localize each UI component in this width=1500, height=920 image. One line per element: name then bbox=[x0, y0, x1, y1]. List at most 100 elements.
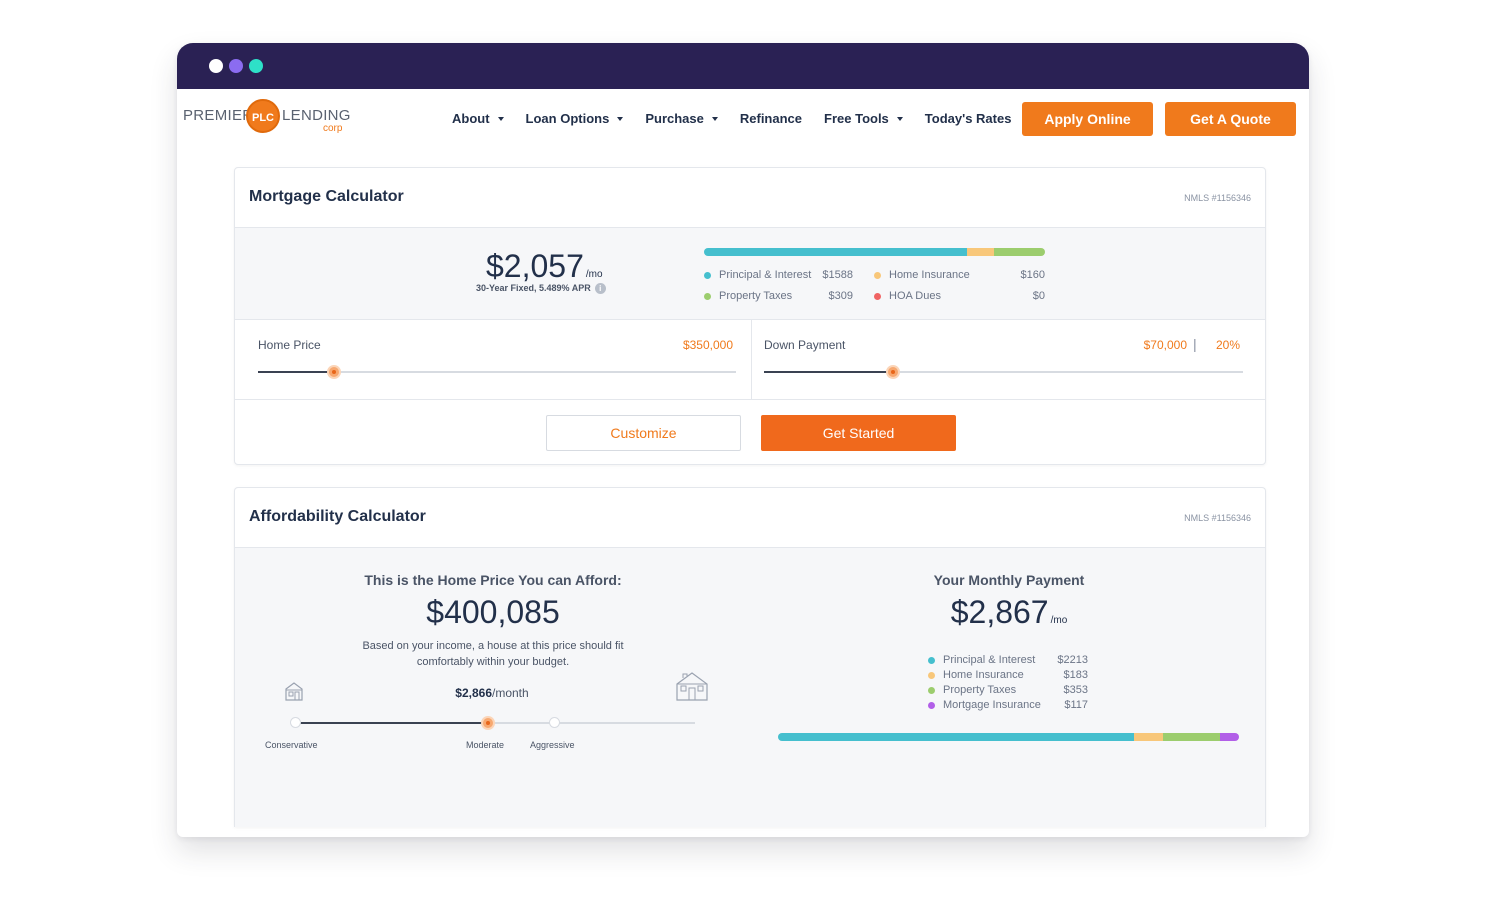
bar-segment-insurance bbox=[1133, 733, 1164, 741]
slider-fill bbox=[295, 722, 487, 724]
chevron-down-icon bbox=[896, 116, 903, 121]
legend-property-taxes: Property Taxes bbox=[928, 684, 1016, 696]
menu-item-about[interactable]: About bbox=[452, 111, 504, 126]
monthly-budget: $2,866/month bbox=[455, 686, 529, 700]
down-payment-slider-handle[interactable] bbox=[886, 365, 901, 379]
payment-breakdown-bar bbox=[704, 248, 1045, 256]
home-price-slider-handle[interactable] bbox=[327, 365, 342, 379]
legend-value: $1588 bbox=[822, 269, 853, 281]
card-title: Affordability Calculator bbox=[249, 508, 426, 525]
legend-dot bbox=[928, 686, 935, 694]
bar-segment-mortgage-insurance bbox=[1220, 733, 1239, 741]
apply-online-button[interactable]: Apply Online bbox=[1022, 102, 1153, 136]
legend-home-insurance: Home Insurance bbox=[874, 269, 970, 281]
home-price-value: $350,000 bbox=[682, 338, 733, 352]
payment-heading: Your Monthly Payment bbox=[933, 572, 1085, 588]
window-maximize-dot[interactable] bbox=[249, 59, 263, 73]
slider-fill bbox=[764, 371, 894, 373]
home-price-slider[interactable] bbox=[258, 365, 736, 379]
legend-dot bbox=[874, 271, 881, 279]
get-started-button[interactable]: Get Started bbox=[761, 415, 956, 451]
site-header: PREMIER PLC LENDING corp About Loan Opti… bbox=[177, 89, 1309, 149]
legend-dot bbox=[874, 292, 881, 300]
affordability-body: This is the Home Price You can Afford: $… bbox=[235, 548, 1265, 827]
menu-item-refinance[interactable]: Refinance bbox=[739, 111, 803, 126]
chevron-down-icon bbox=[711, 116, 718, 121]
legend-home-insurance: Home Insurance bbox=[928, 669, 1024, 681]
down-payment-value: $70,000 bbox=[1143, 338, 1187, 352]
chevron-down-icon bbox=[497, 116, 504, 121]
afford-amount: $400,085 bbox=[426, 594, 560, 630]
menu-item-purchase[interactable]: Purchase bbox=[645, 111, 718, 126]
card-title: Mortgage Calculator bbox=[249, 188, 404, 205]
browser-window: PREMIER PLC LENDING corp About Loan Opti… bbox=[177, 43, 1309, 837]
nmls-number: NMLS #1156346 bbox=[1184, 513, 1251, 523]
monthly-payment: $2,057/mo bbox=[486, 248, 603, 284]
payment-amount: $2,867/mo bbox=[950, 594, 1068, 630]
window-close-dot[interactable] bbox=[209, 59, 223, 73]
bar-segment-taxes bbox=[993, 248, 1045, 256]
legend-value: $183 bbox=[1063, 669, 1088, 681]
menu-item-loan-options[interactable]: Loan Options bbox=[526, 111, 624, 126]
chevron-down-icon bbox=[617, 116, 624, 121]
legend-principal: Principal & Interest bbox=[928, 654, 1035, 666]
window-minimize-dot[interactable] bbox=[229, 59, 243, 73]
afford-heading: This is the Home Price You can Afford: bbox=[364, 572, 622, 588]
bar-segment-insurance bbox=[966, 248, 994, 256]
stop-label-aggressive: Aggressive bbox=[530, 740, 575, 750]
legend-dot bbox=[928, 656, 935, 664]
premier-lending-logo[interactable]: PREMIER PLC LENDING corp bbox=[183, 99, 353, 134]
bar-segment-taxes bbox=[1163, 733, 1221, 741]
bar-segment-principal bbox=[778, 733, 1134, 741]
window-titlebar bbox=[177, 43, 1309, 89]
affordability-calculator-card: Affordability Calculator NMLS #1156346 T… bbox=[234, 487, 1266, 827]
legend-mortgage-insurance: Mortgage Insurance bbox=[928, 699, 1041, 711]
legend-dot bbox=[704, 271, 711, 279]
slider-row: Home Price $350,000 Down Payment $70,000… bbox=[235, 320, 1265, 400]
legend-hoa-dues: HOA Dues bbox=[874, 290, 941, 302]
stop-conservative[interactable] bbox=[290, 717, 301, 728]
legend-dot bbox=[928, 671, 935, 679]
value-separator: | bbox=[1193, 336, 1197, 352]
slider-fill bbox=[258, 371, 335, 373]
mortgage-calculator-card: Mortgage Calculator NMLS #1156346 $2,057… bbox=[234, 167, 1266, 465]
legend-value: $2213 bbox=[1057, 654, 1088, 666]
legend-property-taxes: Property Taxes bbox=[704, 290, 792, 302]
home-price-label: Home Price bbox=[258, 338, 321, 352]
stop-label-moderate: Moderate bbox=[466, 740, 505, 750]
legend-value: $117 bbox=[1064, 699, 1088, 711]
legend-dot bbox=[704, 292, 711, 300]
stop-moderate[interactable] bbox=[481, 716, 495, 730]
affordability-slider[interactable] bbox=[290, 716, 695, 730]
logo-text-lending: LENDING bbox=[282, 107, 351, 124]
divider bbox=[235, 227, 1265, 228]
payment-summary: $2,057/mo 30-Year Fixed, 5.489% APR i Pri… bbox=[235, 228, 1265, 320]
divider bbox=[235, 547, 1265, 548]
large-house-icon bbox=[676, 672, 708, 701]
customize-button[interactable]: Customize bbox=[546, 415, 741, 451]
loan-term: 30-Year Fixed, 5.489% APR i bbox=[476, 283, 606, 295]
bar-segment-principal bbox=[704, 248, 967, 256]
legend-value: $353 bbox=[1063, 684, 1088, 696]
nmls-number: NMLS #1156346 bbox=[1184, 193, 1251, 203]
legend-value: $0 bbox=[1032, 290, 1045, 302]
down-payment-percent: 20% bbox=[1215, 338, 1240, 352]
small-house-icon bbox=[285, 682, 303, 701]
menu-item-free-tools[interactable]: Free Tools bbox=[824, 111, 903, 126]
logo-badge: PLC bbox=[246, 99, 280, 133]
menu-item-todays-rates[interactable]: Today's Rates bbox=[924, 111, 1012, 126]
legend-dot bbox=[928, 701, 935, 709]
down-payment-slider[interactable] bbox=[764, 365, 1243, 379]
info-icon[interactable]: i bbox=[594, 283, 606, 295]
afford-description: Based on your income, a house at this pr… bbox=[362, 640, 624, 668]
divider bbox=[751, 320, 752, 399]
stop-label-conservative: Conservative bbox=[265, 740, 318, 750]
get-a-quote-button[interactable]: Get A Quote bbox=[1165, 102, 1296, 136]
logo-text-corp: corp bbox=[323, 123, 343, 134]
stop-aggressive[interactable] bbox=[549, 717, 560, 728]
main-menu: About Loan Options Purchase Refinance Fr… bbox=[452, 111, 1033, 126]
down-payment-label: Down Payment bbox=[764, 338, 846, 352]
logo-text-premier: PREMIER bbox=[183, 107, 254, 124]
monthly-payment-bar bbox=[778, 733, 1239, 741]
legend-principal: Principal & Interest bbox=[704, 269, 811, 281]
